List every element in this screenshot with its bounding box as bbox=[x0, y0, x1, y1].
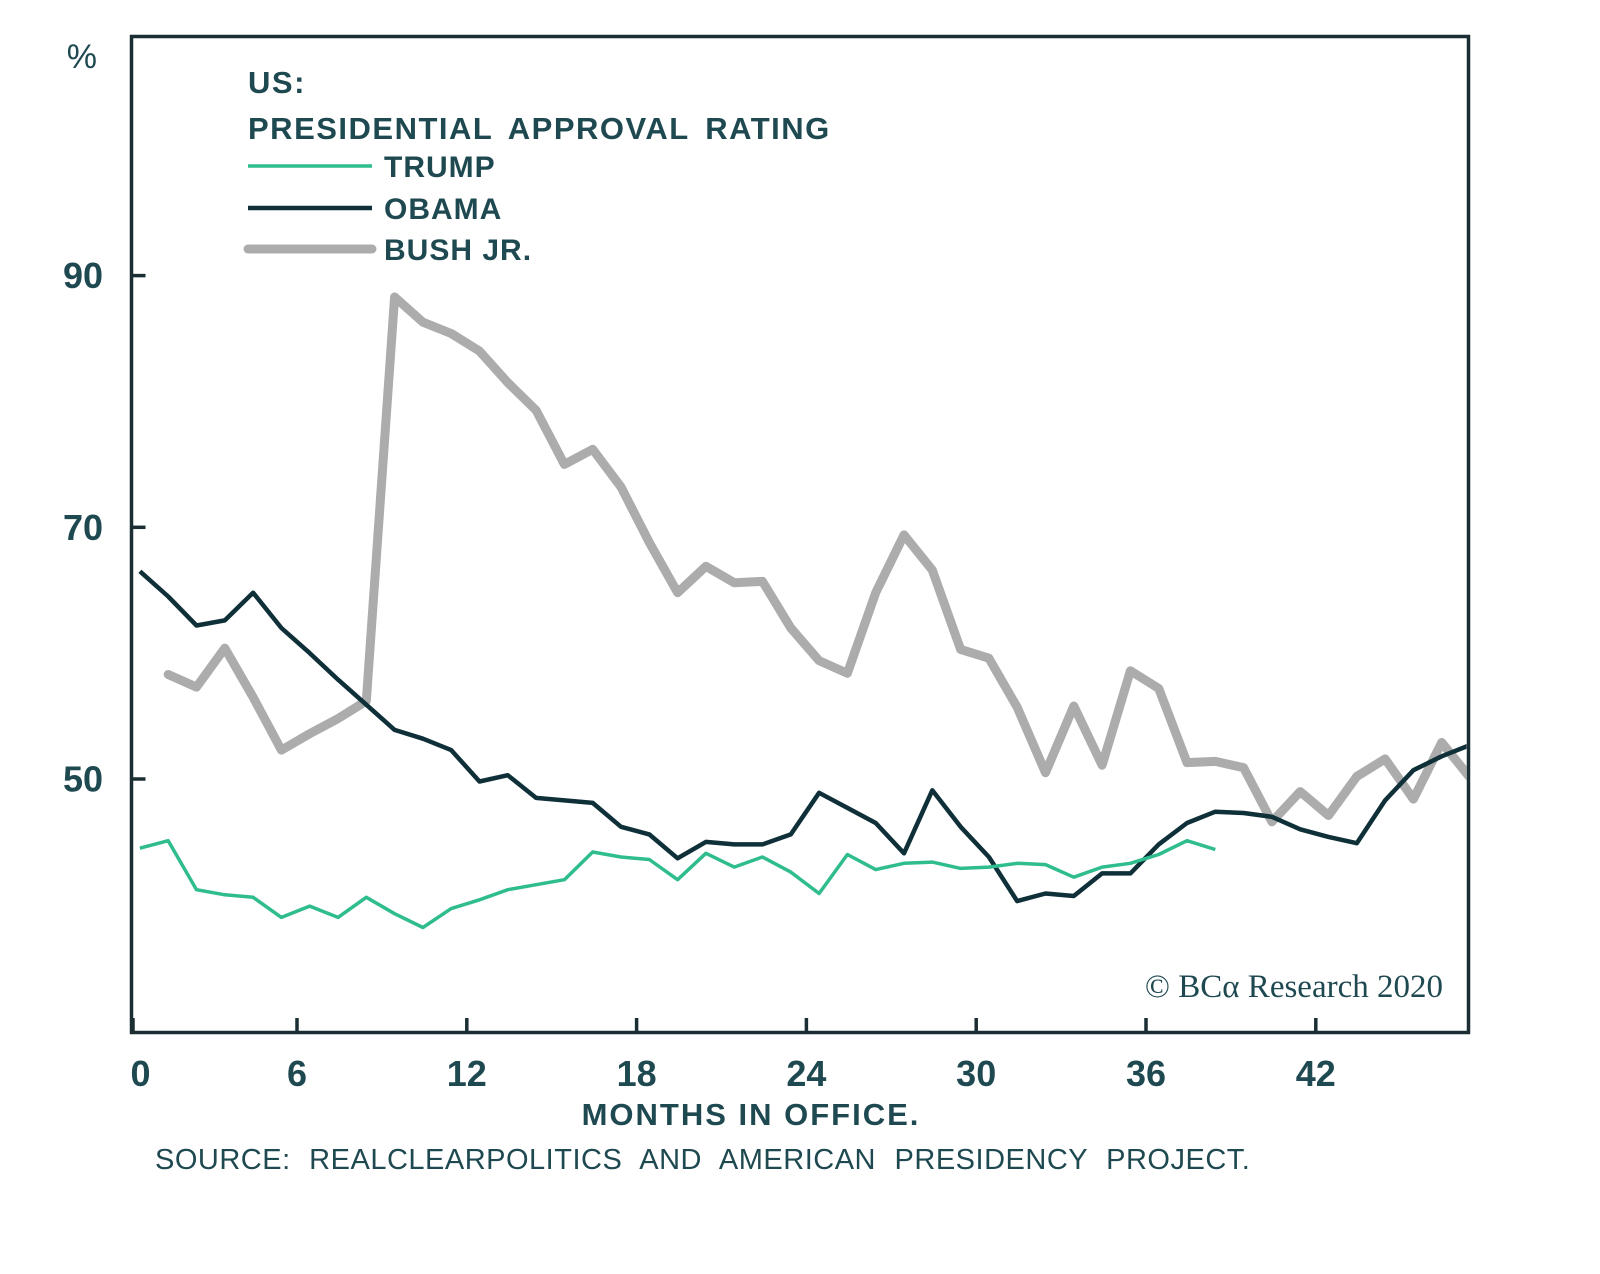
y-tick-label-90: 90 bbox=[63, 255, 103, 296]
series-line-obama bbox=[138, 569, 1467, 904]
x-tick-label-12: 12 bbox=[447, 1053, 487, 1094]
x-axis-title: MONTHS IN OFFICE. bbox=[582, 1097, 921, 1132]
plot-border bbox=[129, 34, 1471, 1035]
x-tick-label-24: 24 bbox=[786, 1053, 826, 1094]
x-axis-ticks: 0 6 12 18 24 30 36 42 bbox=[130, 1018, 1336, 1094]
legend-label-obama: OBAMA bbox=[384, 193, 502, 226]
x-tick-label-36: 36 bbox=[1126, 1053, 1166, 1094]
series-line-bush-jr bbox=[163, 292, 1467, 827]
chart-title-line2: PRESIDENTIAL APPROVAL RATING bbox=[248, 111, 831, 146]
copyright-note: © BCα Research 2020 bbox=[1145, 969, 1443, 1005]
legend-label-trump: TRUMP bbox=[384, 151, 496, 184]
x-tick-label-6: 6 bbox=[287, 1053, 307, 1094]
series-line-trump bbox=[139, 838, 1216, 930]
series-lines bbox=[138, 292, 1467, 930]
y-axis-unit-label: % bbox=[67, 38, 97, 76]
y-tick-label-70: 70 bbox=[63, 507, 103, 548]
x-tick-label-18: 18 bbox=[617, 1053, 657, 1094]
legend: TRUMP OBAMA BUSH JR. bbox=[243, 151, 532, 267]
x-tick-label-0: 0 bbox=[130, 1053, 150, 1094]
y-tick-label-50: 50 bbox=[63, 759, 103, 800]
x-tick-label-42: 42 bbox=[1296, 1053, 1336, 1094]
x-tick-label-30: 30 bbox=[956, 1053, 996, 1094]
source-note: SOURCE: REALCLEARPOLITICS AND AMERICAN P… bbox=[155, 1144, 1250, 1176]
y-axis-ticks: 90 70 50 bbox=[63, 255, 146, 800]
chart-title-line1: US: bbox=[248, 65, 306, 100]
legend-label-bush: BUSH JR. bbox=[384, 234, 532, 267]
